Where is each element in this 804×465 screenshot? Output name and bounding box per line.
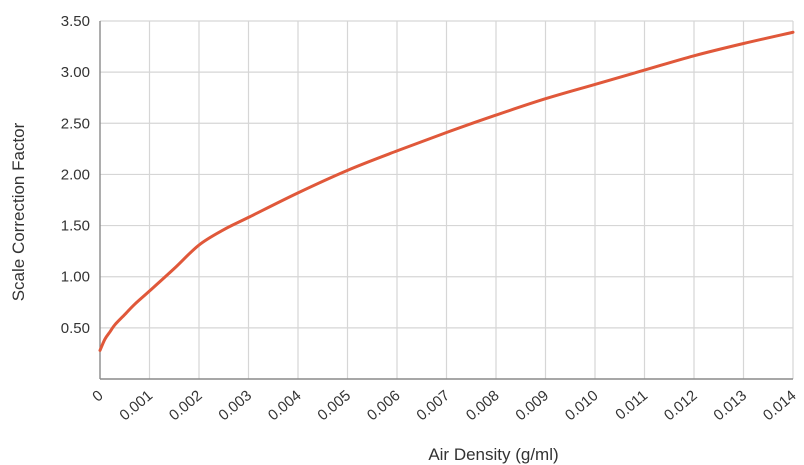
- x-tick-label: 0.005: [314, 387, 354, 424]
- x-tick-label: 0.013: [710, 387, 750, 424]
- x-tick-label: 0.008: [463, 387, 503, 424]
- y-tick-label: 0.50: [61, 320, 90, 337]
- x-tick-label: 0.001: [116, 387, 156, 424]
- x-tick-label: 0.003: [215, 387, 255, 424]
- y-tick-label: 1.00: [61, 269, 90, 286]
- x-tick-label: 0.006: [364, 387, 404, 424]
- y-axis-title: Scale Correction Factor: [9, 122, 28, 301]
- x-tick-label: 0.004: [265, 387, 305, 424]
- x-tick-label: 0.010: [562, 387, 602, 424]
- y-tick-label: 2.00: [61, 166, 90, 183]
- x-tick-label: 0.007: [413, 387, 453, 424]
- x-tick-label: 0.012: [661, 387, 701, 424]
- y-tick-label: 3.50: [61, 13, 90, 30]
- x-tick-label: 0.014: [760, 387, 800, 424]
- y-tick-label: 2.50: [61, 115, 90, 132]
- x-tick-label: 0.011: [612, 387, 651, 423]
- x-tick-label: 0.009: [512, 387, 552, 424]
- x-axis-title: Air Density (g/ml): [428, 445, 558, 464]
- y-tick-label: 1.50: [61, 218, 90, 235]
- series-line: [98, 30, 795, 352]
- x-tick-label: 0.002: [166, 387, 206, 424]
- x-tick-label: 0: [89, 387, 106, 405]
- y-tick-label: 3.00: [61, 64, 90, 81]
